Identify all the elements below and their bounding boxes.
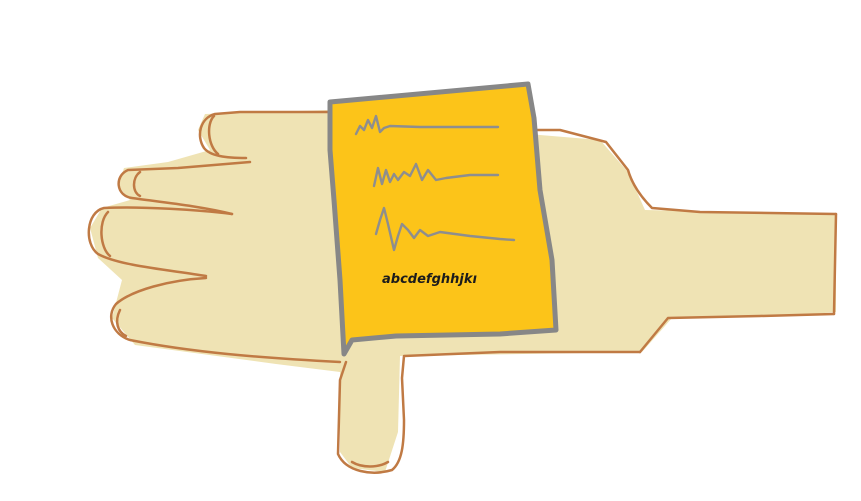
note-paper	[327, 81, 559, 357]
middle-finger-tip	[132, 170, 142, 198]
arm-upper-edge	[528, 128, 838, 216]
index-finger-outline	[198, 110, 332, 160]
arm-lower-edge	[638, 312, 836, 354]
ring-finger-tip	[100, 210, 112, 258]
index-finger-tip	[207, 114, 220, 156]
waveform-line-2	[372, 162, 500, 188]
ring-finger-outline	[87, 206, 234, 278]
little-finger-tip	[115, 308, 128, 338]
note-caption: abcdefghhjkı	[382, 272, 477, 287]
middle-finger-outline	[117, 160, 252, 216]
waveforms	[354, 114, 516, 252]
arm-end	[832, 212, 838, 316]
paper-sheet	[327, 81, 559, 357]
thumb-outline	[336, 350, 642, 474]
waveform-line-1	[354, 114, 500, 136]
waveform-line-3	[374, 206, 516, 252]
little-finger-outline	[110, 276, 342, 364]
thumb-nail	[350, 460, 390, 468]
hand-outline	[87, 110, 838, 474]
